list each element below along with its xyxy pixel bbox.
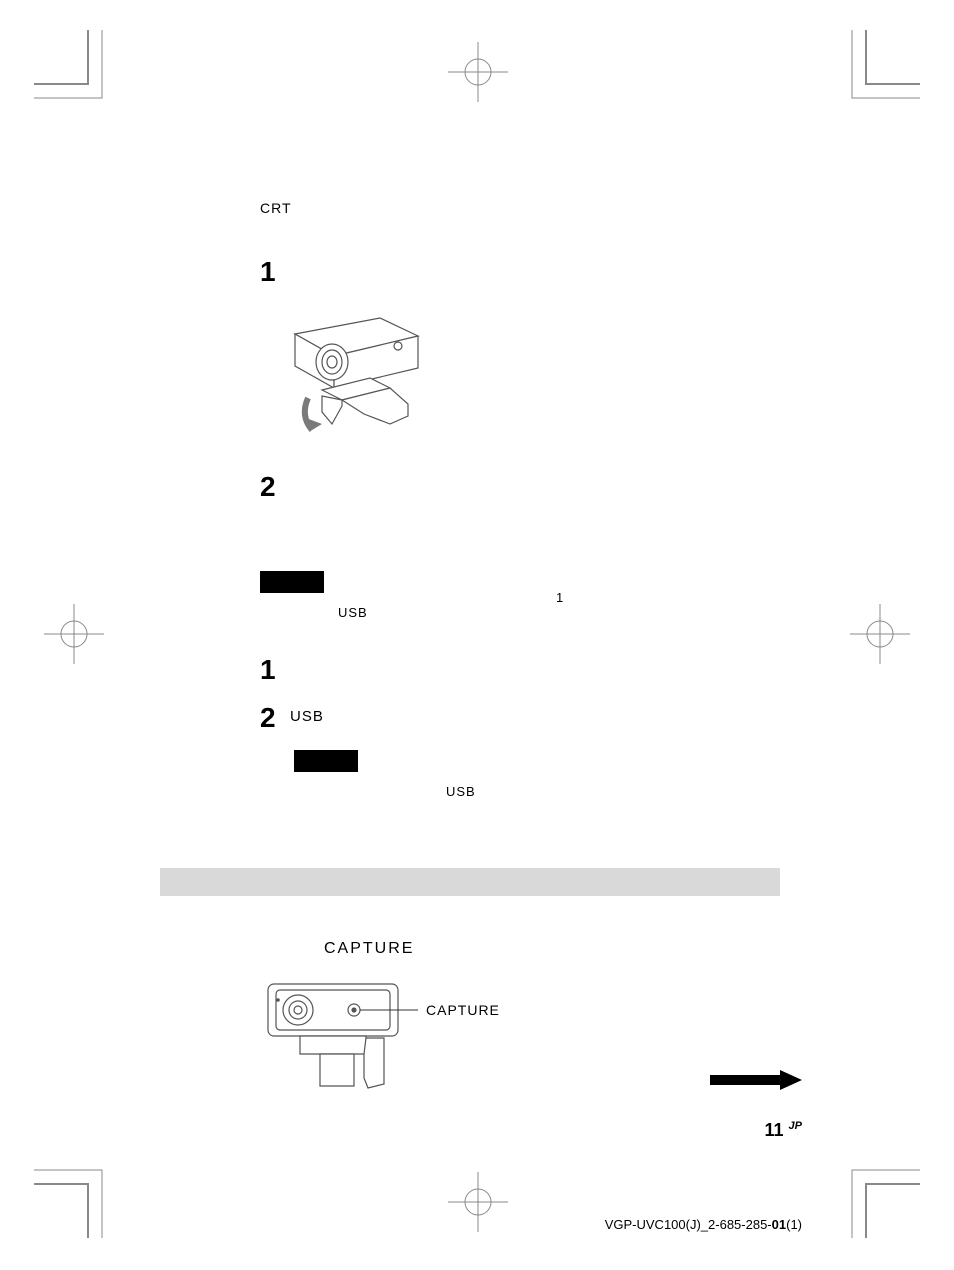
crop-mark-top-left <box>34 30 114 115</box>
capture-section: CAPTURE CAPTURE <box>260 940 780 1101</box>
step-s2-2-text: USB <box>290 702 780 725</box>
black-bar-1 <box>260 571 324 593</box>
usb-note-1: USB <box>338 605 780 620</box>
registration-mark-right <box>850 604 910 669</box>
inline-number-1: 1 <box>556 590 563 605</box>
footer-code: VGP-UVC100(J)_2-685-285-01(1) <box>605 1217 802 1232</box>
crop-mark-top-right <box>840 30 920 115</box>
black-bar-2 <box>294 750 358 772</box>
footer-code-b: 01 <box>772 1217 786 1232</box>
step-number-s2-1: 1 <box>260 654 290 686</box>
footer-code-c: (1) <box>786 1217 802 1232</box>
crop-mark-bottom-right <box>840 1158 920 1243</box>
section2-step2: 2 USB <box>260 702 780 734</box>
registration-mark-top <box>448 42 508 107</box>
page-content: CRT 1 2 USB 1 <box>260 200 780 799</box>
capture-callout-svg: CAPTURE <box>426 1002 500 1018</box>
section1-step2: 2 <box>260 471 780 503</box>
step-number-2: 2 <box>260 471 290 503</box>
section2-step1: 1 <box>260 654 780 686</box>
usb-note-2: USB <box>446 784 780 799</box>
capture-figure: CAPTURE <box>260 976 780 1101</box>
crop-mark-bottom-left <box>34 1158 114 1243</box>
footer-code-a: 2-685-285- <box>708 1217 772 1232</box>
crt-label: CRT <box>260 200 780 216</box>
page-number: 11 JP <box>764 1120 802 1141</box>
section-divider-band <box>160 868 780 896</box>
usb-text-1: USB <box>338 605 368 620</box>
webcam-tilt-figure <box>260 306 780 451</box>
capture-title: CAPTURE <box>324 940 780 958</box>
step-number-1: 1 <box>260 256 290 288</box>
registration-mark-left <box>44 604 104 669</box>
continue-arrow-icon <box>710 1070 802 1095</box>
jp-superscript: JP <box>789 1120 802 1132</box>
page-number-value: 11 <box>764 1120 783 1140</box>
footer-model: VGP-UVC100(J)_ <box>605 1217 708 1232</box>
step-number-s2-2: 2 <box>260 702 290 734</box>
section1-step1: 1 <box>260 256 780 288</box>
registration-mark-bottom <box>448 1172 508 1237</box>
usb-text-2: USB <box>446 784 476 799</box>
